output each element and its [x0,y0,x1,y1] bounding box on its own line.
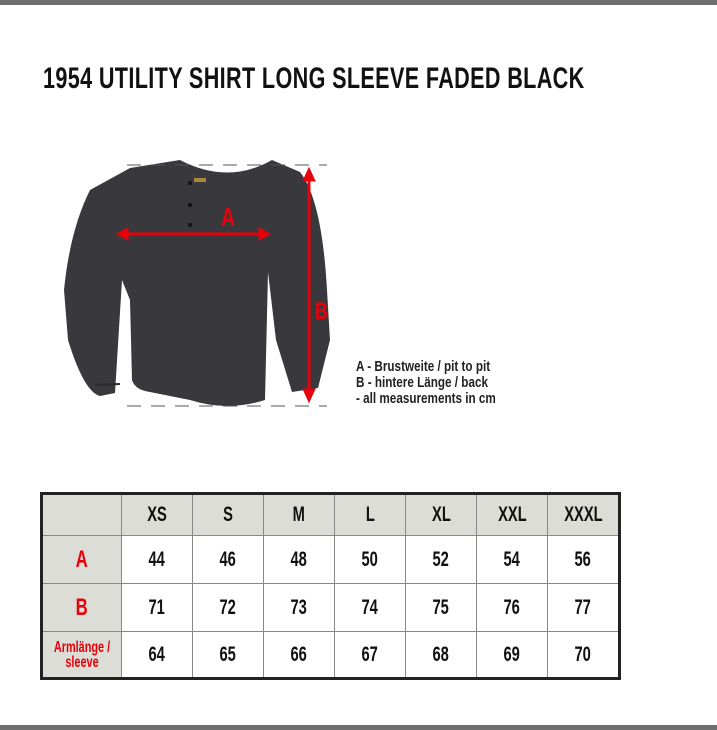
page-title: 1954 UTILITY SHIRT LONG SLEEVE FADED BLA… [43,62,585,95]
legend-b: B - hintere Länge / back [356,374,488,391]
label-a: A [221,202,235,231]
table-cell: 64 [121,631,193,679]
size-header: XXL [476,493,548,536]
table-cell: 75 [405,583,477,632]
legend-a: A - Brustweite / pit to pit [356,358,491,375]
top-border [0,0,717,5]
table-cell: 54 [476,535,548,584]
row-label: Armlänge / sleeve [41,631,122,679]
label-b: B [315,299,328,325]
table-cell: 74 [334,583,406,632]
table-cell: 52 [405,535,477,584]
corner-cell [41,493,122,536]
table-row: A 44 46 48 50 52 54 56 [41,535,620,584]
shirt-image [64,160,330,406]
arrow-a [115,227,272,241]
table-cell: 66 [263,631,335,679]
table-cell: 71 [121,583,193,632]
table-cell: 73 [263,583,335,632]
table-cell: 76 [476,583,548,632]
table-cell: 65 [192,631,264,679]
size-header: XXXL [547,493,620,536]
size-header: S [192,493,264,536]
arrow-b [302,166,316,404]
table-row: B 71 72 73 74 75 76 77 [41,583,620,632]
table-cell: 68 [405,631,477,679]
table-cell: 44 [121,535,193,584]
table-cell: 69 [476,631,548,679]
row-label: B [41,583,122,632]
legend-units: - all measurements in cm [356,390,496,407]
table-cell: 46 [192,535,264,584]
row-label: A [41,535,122,584]
shirt-diagram: A B [64,160,330,407]
brand-label-icon [194,178,206,182]
size-header: M [263,493,335,536]
measurement-legend: A - Brustweite / pit to pit B - hintere … [356,359,496,407]
size-header: L [334,493,406,536]
size-header: XS [121,493,193,536]
table-cell: 67 [334,631,406,679]
table-cell: 77 [547,583,620,632]
size-table: XS S M L XL XXL XXXL A 44 46 48 50 52 54… [40,492,621,680]
bottom-border [0,725,717,730]
table-cell: 70 [547,631,620,679]
table-cell: 72 [192,583,264,632]
table-cell: 48 [263,535,335,584]
table-row: Armlänge / sleeve 64 65 66 67 68 69 70 [41,631,620,679]
table-cell: 56 [547,535,620,584]
size-header: XL [405,493,477,536]
table-cell: 50 [334,535,406,584]
table-header-row: XS S M L XL XXL XXXL [41,493,620,536]
